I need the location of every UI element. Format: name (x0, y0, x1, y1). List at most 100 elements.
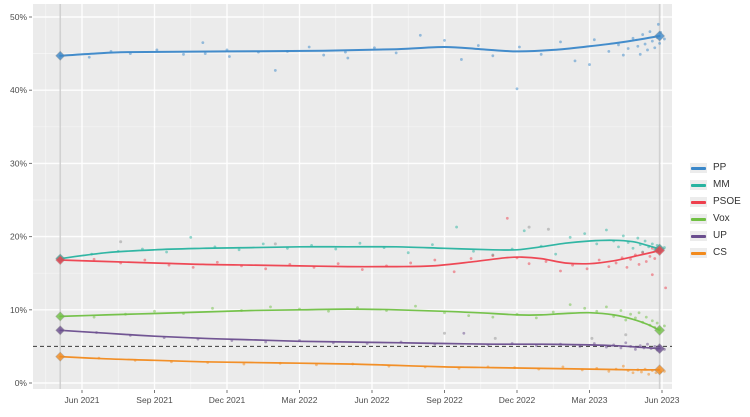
poll-point-up (605, 345, 608, 349)
poll-point-mm (617, 245, 620, 249)
poll-point-pp (418, 33, 422, 37)
poll-point-psoe (215, 260, 219, 264)
poll-point-pp (559, 40, 562, 44)
poll-point-vox (568, 303, 572, 307)
election-marker-psoe (55, 254, 66, 266)
poll-point-up (578, 345, 582, 348)
poll-point-psoe (264, 267, 268, 271)
poll-point-cs (242, 362, 246, 366)
poll-point-mm (237, 248, 241, 252)
poll-point-pp (228, 55, 231, 58)
poll-point-pp (663, 37, 666, 41)
y-tick-label: 10% (10, 305, 27, 315)
x-tick-label: Jun 2022 (355, 395, 390, 405)
poll-point-pp (658, 41, 661, 45)
poll-point-mm (568, 235, 572, 239)
poll-point-up (653, 345, 657, 348)
election-marker-up (654, 343, 666, 355)
poll-point-neutral (493, 336, 497, 340)
legend-item-up: UP (690, 230, 741, 242)
legend-label-mm: MM (713, 179, 730, 190)
poll-point-pp (539, 52, 543, 56)
poll-point-cs (607, 369, 611, 373)
poll-point-pp (307, 45, 311, 49)
poll-point-vox (644, 315, 648, 319)
poll-point-vox (619, 309, 623, 312)
x-tick-label: Dec 2022 (499, 395, 536, 405)
poll-point-vox (634, 316, 637, 320)
legend-label-pp: PP (713, 162, 727, 173)
poll-point-vox (595, 309, 599, 313)
chart-legend: PP MM PSOE Vox UP CS (690, 162, 741, 259)
poll-point-vox (211, 306, 214, 310)
poll-point-pp (607, 50, 611, 53)
poll-point-psoe (585, 267, 589, 271)
poll-point-neutral (546, 227, 550, 231)
x-tick-label: Mar 2023 (572, 395, 608, 405)
poll-point-psoe (452, 270, 456, 274)
poll-point-vox (624, 318, 628, 322)
x-tick-label: Dec 2021 (209, 395, 246, 405)
poll-point-psoe (625, 265, 629, 269)
poll-point-psoe (527, 262, 531, 266)
legend-item-pp: PP (690, 162, 741, 174)
poll-point-mm (406, 251, 410, 255)
poll-point-psoe (544, 260, 548, 263)
poll-point-vox (269, 305, 272, 309)
poll-point-pp (344, 50, 347, 54)
poll-point-psoe (505, 216, 509, 220)
poll-point-mm (621, 234, 625, 238)
poll-point-psoe (641, 251, 645, 255)
vox-legend-key (690, 214, 707, 224)
poll-point-mm (261, 242, 265, 246)
poll-point-up (462, 331, 466, 335)
pp-legend-key (690, 163, 707, 173)
poll-point-psoe (559, 269, 562, 273)
election-marker-vox (654, 324, 666, 336)
x-tick-label: Jun 2023 (645, 395, 680, 405)
poll-point-vox (92, 315, 96, 319)
poll-point-psoe (143, 258, 147, 262)
poll-point-cs (631, 371, 635, 375)
poll-point-psoe (336, 262, 340, 266)
legend-item-mm: MM (690, 179, 741, 191)
poll-point-cs (621, 364, 625, 368)
poll-point-mm (650, 242, 654, 246)
x-tick-label: Mar 2022 (282, 395, 318, 405)
election-marker-pp (55, 50, 66, 61)
psoe-line-swatch-icon (691, 200, 706, 204)
poll-point-neutral (624, 333, 628, 337)
poll-point-psoe (637, 263, 641, 266)
election-marker-vox (55, 311, 66, 322)
cs-legend-key (690, 248, 707, 258)
trend-line-mm (59, 239, 661, 260)
poll-point-mm (165, 250, 168, 254)
y-tick-label: 20% (10, 232, 27, 242)
psoe-legend-key (690, 197, 707, 207)
poll-point-mm (631, 246, 635, 250)
poll-point-psoe (409, 261, 413, 265)
poll-point-neutral (119, 240, 123, 244)
x-tick-label: Jun 2021 (65, 395, 100, 405)
poll-point-pp (491, 54, 495, 58)
poll-point-pp (643, 42, 647, 46)
trend-line-pp (59, 35, 661, 57)
poll-point-psoe (648, 254, 652, 258)
poll-point-pp (87, 55, 91, 59)
poll-point-vox (153, 309, 156, 313)
poll-point-mm (472, 249, 475, 253)
poll-point-mm (334, 247, 338, 251)
poll-point-pp (653, 46, 657, 50)
trend-line-up (59, 329, 661, 350)
poll-point-up (646, 342, 649, 346)
poll-point-pp (518, 45, 521, 49)
poll-point-pp (636, 44, 640, 48)
poll-point-cs (647, 372, 651, 376)
poll-point-pp (373, 46, 376, 50)
poll-point-pp (515, 87, 519, 91)
poll-point-pp (203, 52, 207, 55)
cs-line-swatch-icon (691, 251, 706, 255)
poll-point-vox (629, 312, 632, 316)
poll-point-mm (643, 239, 647, 243)
